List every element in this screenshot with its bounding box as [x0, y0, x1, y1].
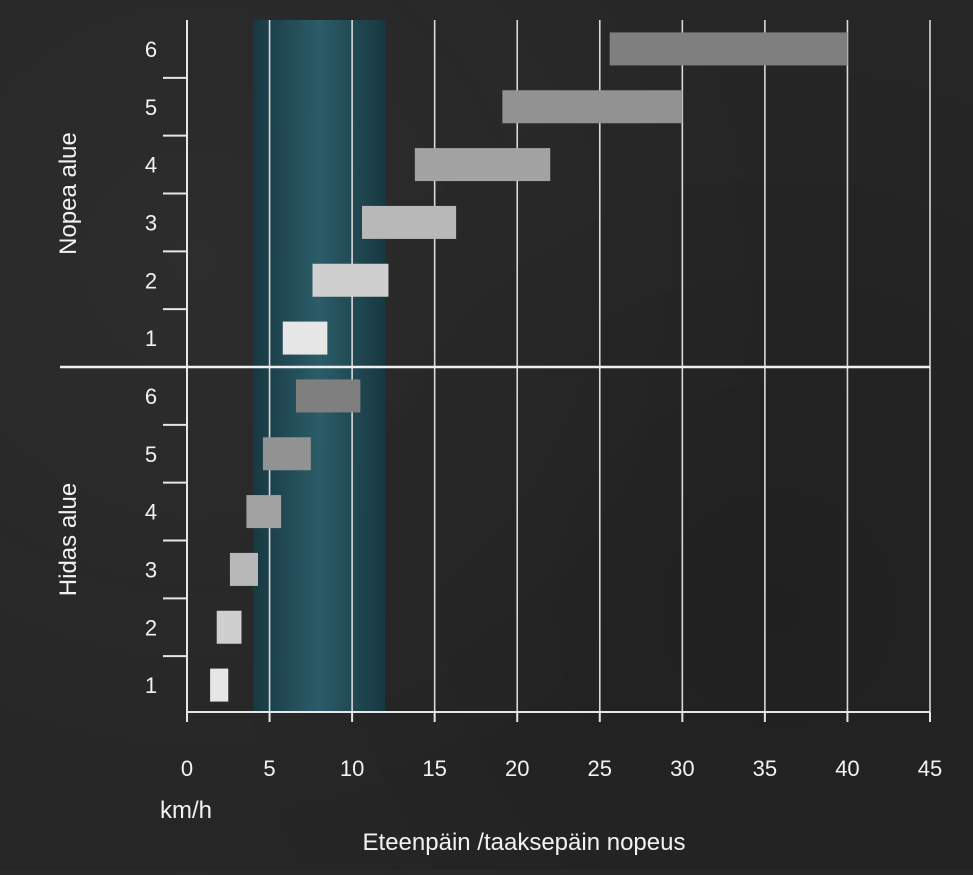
y-tick-label-nopea-2: 2 [145, 268, 157, 293]
y-tick-label-hidas-1: 1 [145, 673, 157, 698]
y-tick-label-hidas-6: 6 [145, 384, 157, 409]
group-label-hidas: Hidas alue [55, 483, 82, 596]
bar-nopea-2 [312, 263, 389, 297]
y-tick-label-nopea-6: 6 [145, 37, 157, 62]
x-tick-label-30: 30 [670, 756, 694, 781]
group-label-nopea: Nopea alue [55, 132, 82, 255]
bar-nopea-4 [414, 148, 551, 182]
x-unit-label: km/h [160, 797, 212, 824]
x-tick-label-40: 40 [835, 756, 859, 781]
x-tick-label-25: 25 [588, 756, 612, 781]
x-tick-label-15: 15 [422, 756, 446, 781]
y-tick-label-nopea-1: 1 [145, 326, 157, 351]
y-tick-label-hidas-3: 3 [145, 557, 157, 582]
y-tick-label-hidas-5: 5 [145, 442, 157, 467]
x-tick-label-10: 10 [340, 756, 364, 781]
bar-nopea-3 [362, 205, 457, 239]
bar-hidas-1 [210, 668, 229, 702]
axis-layer [60, 20, 931, 722]
x-tick-label-20: 20 [505, 756, 529, 781]
y-tick-label-hidas-4: 4 [145, 500, 157, 525]
x-tick-label-35: 35 [753, 756, 777, 781]
y-tick-label-nopea-4: 4 [145, 153, 157, 178]
bar-hidas-5 [262, 437, 311, 471]
x-tick-label-0: 0 [181, 756, 193, 781]
bar-nopea-5 [502, 90, 683, 124]
x-axis-title: Eteenpäin /taaksepäin nopeus [363, 829, 686, 856]
bar-nopea-6 [609, 32, 848, 66]
y-tick-label-hidas-2: 2 [145, 615, 157, 640]
bar-layer [210, 32, 848, 702]
x-tick-label-45: 45 [918, 756, 942, 781]
bar-hidas-3 [229, 552, 258, 586]
bar-hidas-6 [295, 379, 361, 413]
x-tick-label-5: 5 [263, 756, 275, 781]
bar-nopea-1 [282, 321, 328, 355]
bar-hidas-2 [216, 610, 242, 644]
y-tick-label-nopea-3: 3 [145, 210, 157, 235]
bar-hidas-4 [246, 495, 282, 529]
y-tick-label-nopea-5: 5 [145, 95, 157, 120]
